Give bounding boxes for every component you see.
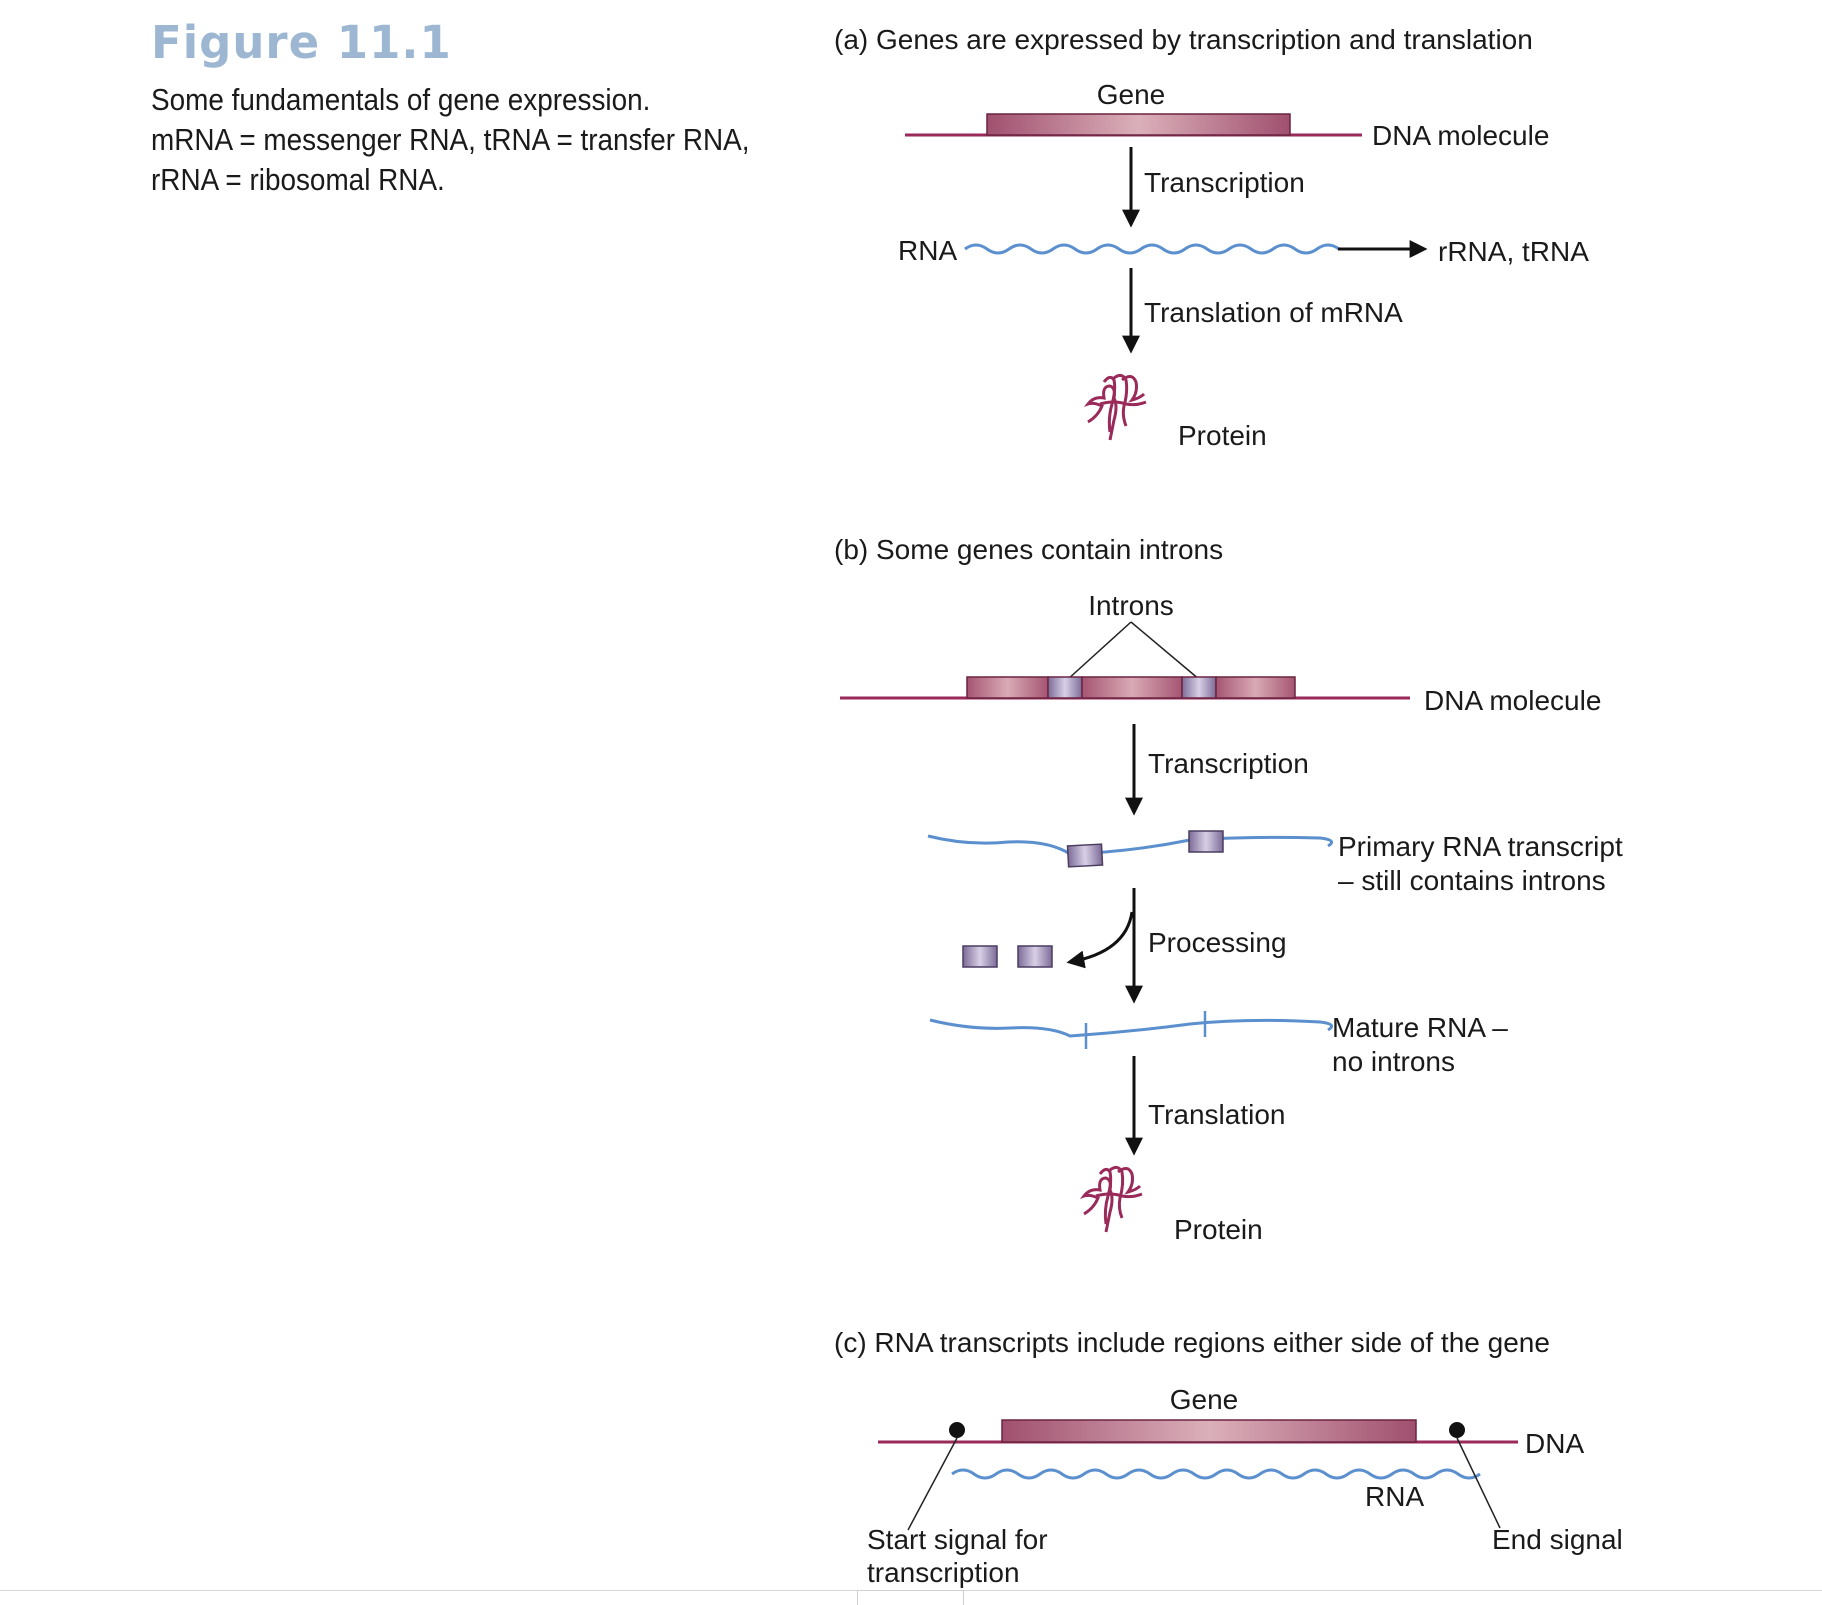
intron-segment bbox=[1066, 843, 1104, 868]
primary-transcript-note: – still contains introns bbox=[1338, 865, 1606, 896]
translation-label: Translation bbox=[1148, 1099, 1285, 1130]
caption-line: mRNA = messenger RNA, tRNA = transfer RN… bbox=[151, 122, 750, 157]
caption-line: Some fundamentals of gene expression. bbox=[151, 82, 651, 117]
figure-title: Figure 11.1 bbox=[151, 16, 452, 69]
rna-label: RNA bbox=[898, 235, 957, 266]
protein-label: Protein bbox=[1178, 420, 1267, 451]
end-signal-pointer bbox=[1456, 1437, 1501, 1529]
panel-a-heading: (a) Genes are expressed by transcription… bbox=[834, 24, 1533, 55]
intron-pointer-right bbox=[1130, 621, 1201, 681]
gene-with-introns bbox=[966, 676, 1296, 699]
dna-label: DNA bbox=[1525, 1428, 1584, 1459]
end-signal-dot bbox=[1449, 1422, 1465, 1438]
mature-rna-note: no introns bbox=[1332, 1046, 1455, 1077]
page-bottom-tab bbox=[857, 1590, 964, 1605]
transcription-label: Transcription bbox=[1144, 167, 1305, 198]
panel-a: (a) Genes are expressed by transcription… bbox=[834, 24, 1589, 451]
intron-segment bbox=[1047, 676, 1083, 699]
dna-molecule-label: DNA molecule bbox=[1372, 120, 1549, 151]
exon-segment bbox=[1215, 676, 1296, 699]
start-signal-dot bbox=[949, 1422, 965, 1438]
protein-icon bbox=[1079, 1165, 1143, 1233]
mature-rna-strand bbox=[929, 1018, 1334, 1038]
exon-segment bbox=[1081, 676, 1183, 699]
rna-strand bbox=[964, 243, 1340, 255]
start-signal-label-2: transcription bbox=[867, 1557, 1020, 1588]
removed-intron bbox=[1017, 945, 1053, 968]
gene-segment bbox=[1001, 1419, 1417, 1443]
panel-c-heading: (c) RNA transcripts include regions eith… bbox=[834, 1327, 1550, 1358]
rna-label: RNA bbox=[1365, 1481, 1424, 1512]
intron-segment bbox=[1188, 830, 1224, 853]
translation-label: Translation of mRNA bbox=[1144, 297, 1403, 328]
intron-segment bbox=[1181, 676, 1217, 699]
intron-removal-arrow bbox=[1066, 911, 1134, 969]
caption-line: rRNA = ribosomal RNA. bbox=[151, 162, 445, 197]
intron-pointer-left bbox=[1066, 621, 1132, 681]
gene-label: Gene bbox=[1097, 79, 1166, 110]
figure-caption: Some fundamentals of gene expression. mR… bbox=[151, 80, 750, 200]
panel-b: (b) Some genes contain introns Introns D… bbox=[834, 534, 1623, 1245]
gene-segment bbox=[986, 113, 1291, 136]
rrna-trna-label: rRNA, tRNA bbox=[1438, 236, 1589, 267]
gene-label: Gene bbox=[1170, 1384, 1239, 1415]
processing-label: Processing bbox=[1148, 927, 1287, 958]
dna-molecule-label: DNA molecule bbox=[1424, 685, 1601, 716]
rna-strand bbox=[951, 1468, 1481, 1480]
mature-rna-label: Mature RNA – bbox=[1332, 1012, 1508, 1043]
start-signal-pointer bbox=[907, 1437, 958, 1531]
protein-icon bbox=[1083, 373, 1147, 441]
exon-segment bbox=[966, 676, 1049, 699]
panel-b-heading: (b) Some genes contain introns bbox=[834, 534, 1223, 565]
primary-rna-strand bbox=[927, 834, 1334, 856]
removed-intron bbox=[962, 945, 998, 968]
introns-label: Introns bbox=[1088, 590, 1174, 621]
transcription-label: Transcription bbox=[1148, 748, 1309, 779]
primary-transcript-label: Primary RNA transcript bbox=[1338, 831, 1623, 862]
end-signal-label: End signal bbox=[1492, 1524, 1623, 1555]
protein-label: Protein bbox=[1174, 1214, 1263, 1245]
panel-c: (c) RNA transcripts include regions eith… bbox=[834, 1327, 1623, 1588]
start-signal-label: Start signal for bbox=[867, 1524, 1048, 1555]
